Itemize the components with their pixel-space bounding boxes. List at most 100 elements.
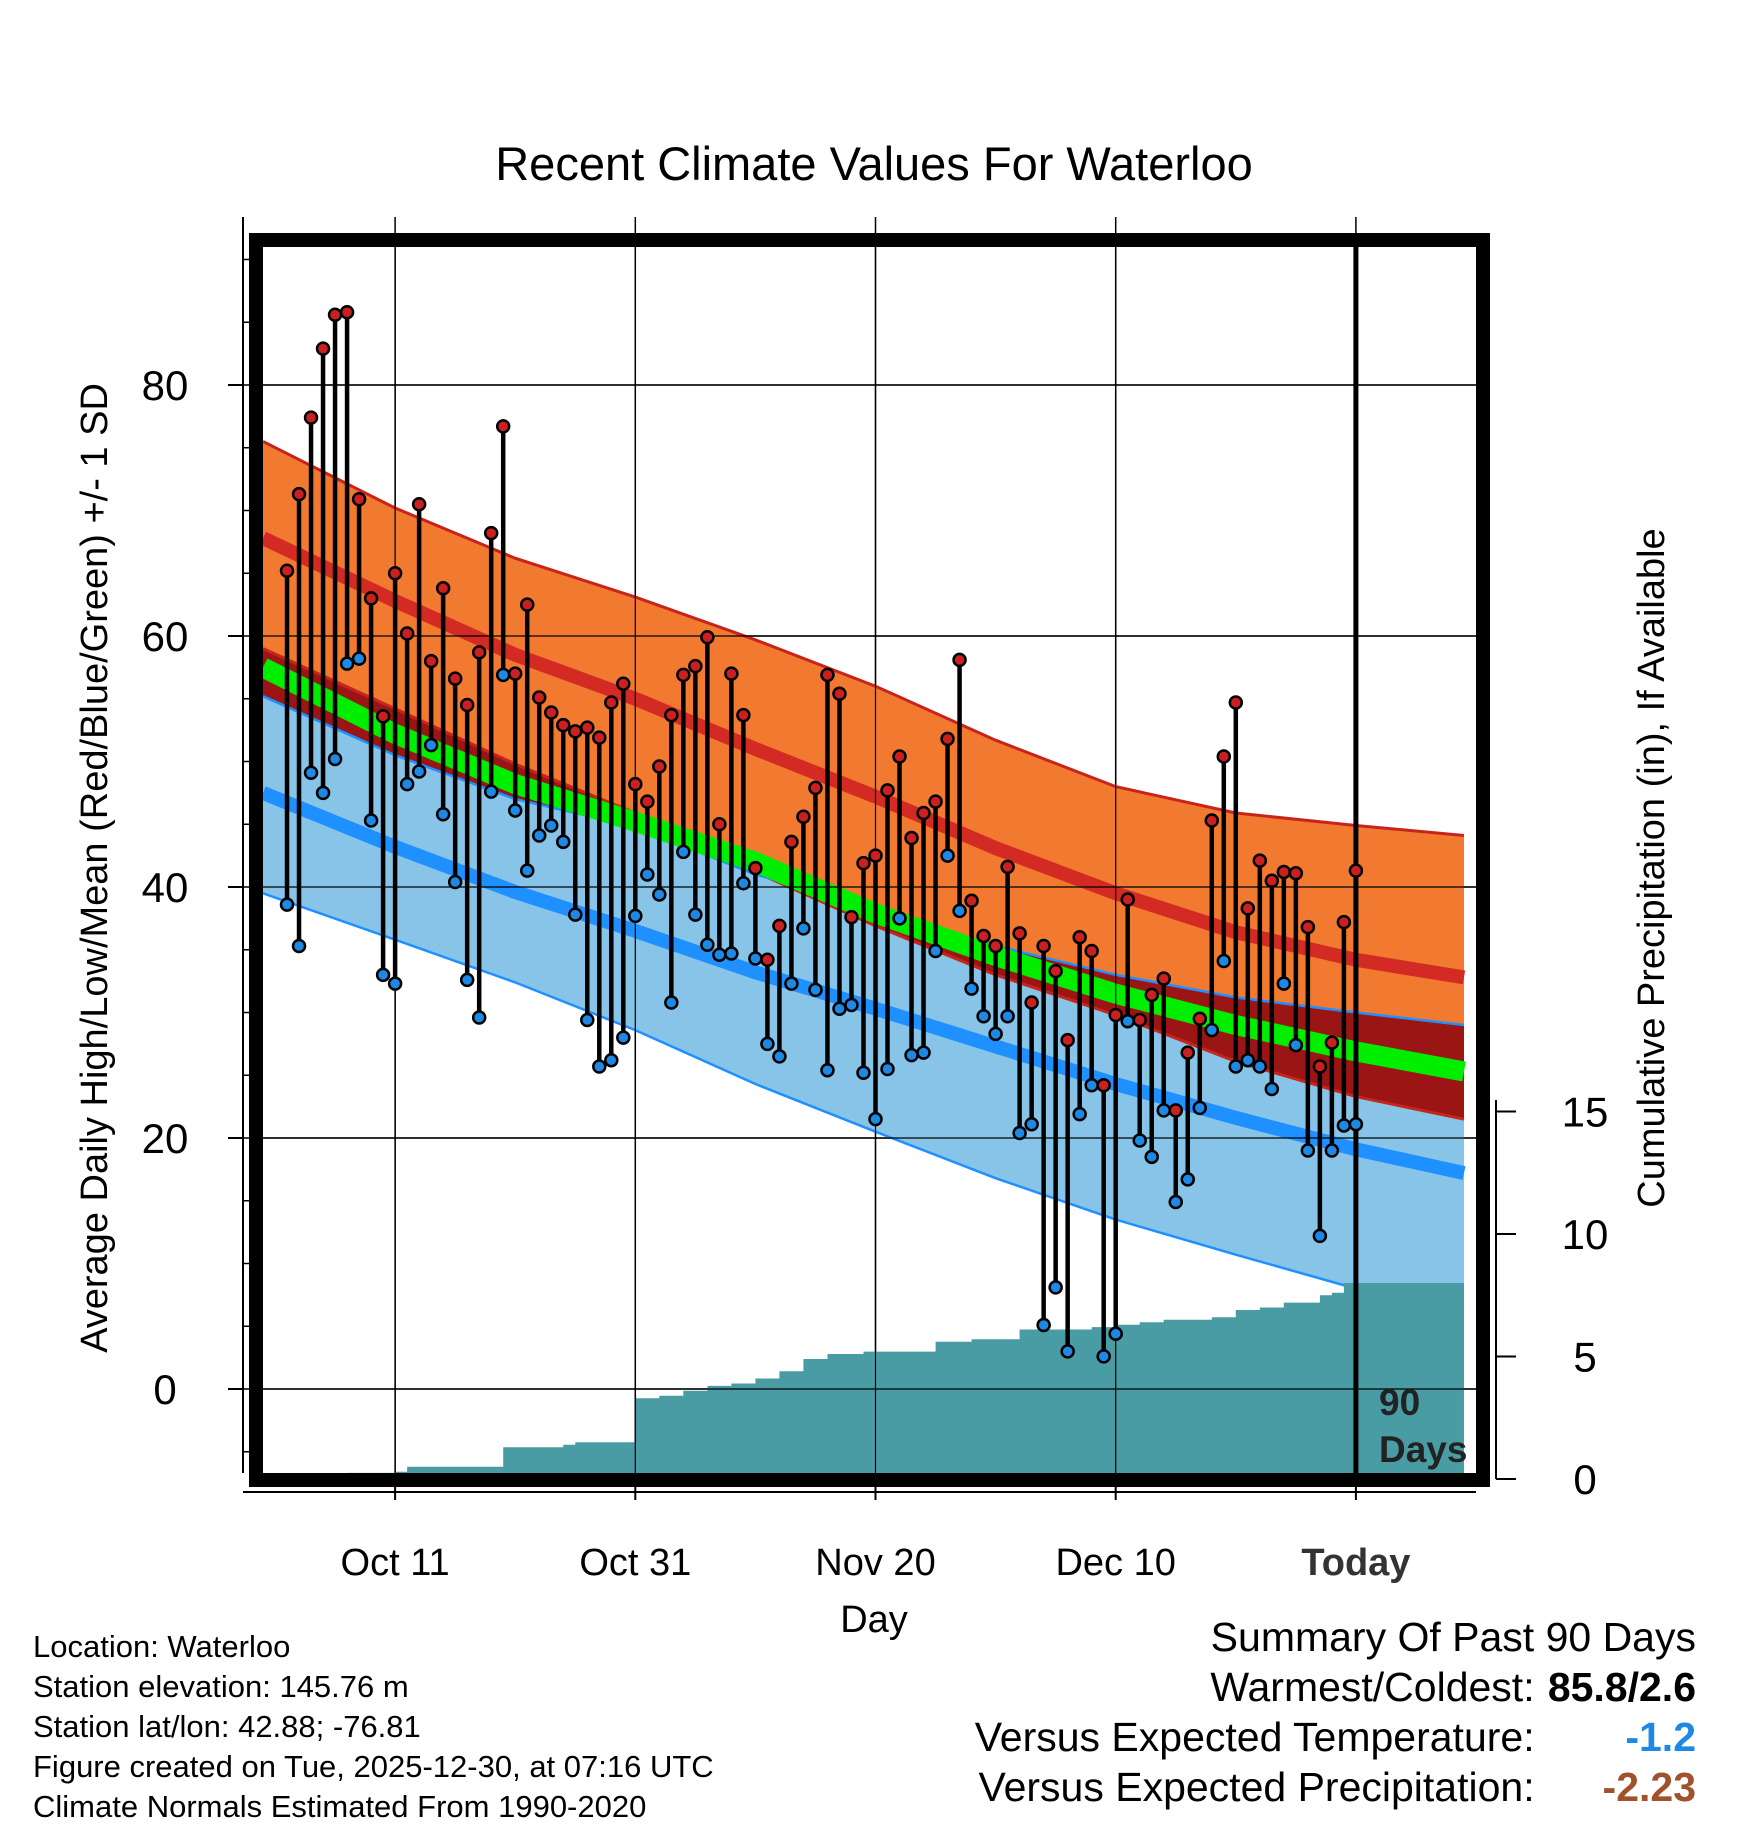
low-temp-point <box>1120 1014 1135 1029</box>
high-temp-point <box>1192 1011 1208 1027</box>
high-temp-point <box>736 707 751 723</box>
low-temp-point <box>616 1030 631 1045</box>
low-temp-point <box>543 818 559 833</box>
high-temp-point <box>447 671 463 686</box>
precip-area <box>347 1283 1464 1473</box>
high-temp-point <box>495 419 511 434</box>
low-temp-point <box>459 972 475 988</box>
latlon-text: Station lat/lon: 42.88; -76.81 <box>33 1709 421 1744</box>
high-temp-point <box>964 893 979 909</box>
high-temp-point <box>291 486 307 502</box>
x-tick-label: Oct 31 <box>579 1542 691 1584</box>
low-temp-point <box>724 946 739 961</box>
high-temp-point <box>940 731 955 747</box>
low-temp-point <box>447 874 463 890</box>
high-temp-point <box>1264 873 1280 888</box>
high-temp-point <box>688 658 703 674</box>
high-temp-point <box>868 848 883 863</box>
high-temp-point <box>1144 987 1159 1003</box>
high-temp-point <box>568 724 583 739</box>
high-temp-point <box>363 591 379 606</box>
low-temp-point <box>1348 1116 1364 1132</box>
high-temp-point <box>375 709 391 724</box>
low-temp-point <box>1012 1125 1027 1141</box>
low-temp-point <box>1144 1149 1159 1165</box>
low-temp-point <box>555 834 571 850</box>
low-temp-point <box>1288 1037 1304 1053</box>
axes: 0 20 40 60 80 Oct 11 Oct 31 Nov 20 Dec 10 Today 0 5… <box>142 217 1609 1584</box>
low-temp-point <box>1036 1317 1051 1333</box>
high-temp-point <box>399 626 415 641</box>
high-temp-point <box>748 860 763 876</box>
y2-axis-label: Cumulative Precipitation (in), If Availa… <box>1631 528 1673 1207</box>
low-temp-point <box>291 938 307 954</box>
high-temp-point <box>435 581 451 596</box>
high-temp-point <box>315 341 331 356</box>
high-temp-point <box>1156 971 1171 986</box>
high-temp-point <box>1132 1012 1147 1028</box>
low-temp-point <box>1204 1022 1220 1038</box>
low-temp-point <box>279 897 295 912</box>
high-temp-point <box>844 909 859 925</box>
high-temp-point <box>411 496 427 512</box>
high-temp-point <box>664 707 679 723</box>
high-temp-point <box>580 720 595 735</box>
low-temp-point <box>928 943 943 959</box>
high-sd-band <box>263 441 1464 1120</box>
high-temp-point <box>459 697 475 713</box>
high-temp-point <box>976 928 991 944</box>
temp-departure-value: -1.2 <box>1625 1714 1696 1760</box>
low-temp-point <box>519 863 535 878</box>
high-temp-point <box>880 783 895 798</box>
high-temp-point <box>1012 926 1027 941</box>
temp-departure-label: Versus Expected Temperature: <box>974 1714 1535 1760</box>
high-temp-point <box>1204 813 1220 828</box>
low-temp-point <box>640 867 655 882</box>
high-temp-point <box>1036 938 1051 954</box>
low-temp-point <box>1336 1118 1352 1133</box>
low-temp-point <box>1228 1059 1244 1074</box>
high-temp-point <box>1276 864 1292 880</box>
low-temp-point <box>1216 953 1232 969</box>
summary-panel: Summary Of Past 90 Days Warmest/Coldest:… <box>975 1612 1696 1812</box>
low-temp-point <box>351 651 367 666</box>
low-temp-point <box>868 1111 883 1127</box>
low-temp-point <box>1084 1078 1099 1093</box>
low-temp-point <box>1312 1228 1328 1244</box>
low-temp-point <box>568 907 583 922</box>
high-temp-point <box>339 304 355 320</box>
low-temp-point <box>664 995 679 1010</box>
high-temp-point <box>784 834 799 850</box>
high-temp-point <box>1180 1045 1196 1060</box>
low-temp-point <box>1024 1116 1039 1132</box>
low-temp-point <box>1180 1172 1196 1187</box>
high-temp-point <box>604 695 619 710</box>
low-temp-point <box>1096 1349 1111 1364</box>
low-temp-point <box>1240 1052 1256 1068</box>
precip-departure-label: Versus Expected Precipitation: <box>978 1764 1535 1810</box>
low-temp-point <box>1108 1326 1123 1342</box>
low-temp-point <box>1048 1280 1063 1295</box>
high-temp-point <box>592 730 607 745</box>
high-temp-point <box>1312 1059 1328 1074</box>
plot-frame <box>249 233 1490 1487</box>
precip-departure-value: -2.23 <box>1602 1764 1696 1810</box>
high-temp-point <box>471 645 487 660</box>
high-temp-point <box>1024 995 1039 1010</box>
y2-tick-label: 15 <box>1562 1089 1609 1136</box>
high-temp-point <box>772 918 787 934</box>
high-temp-point <box>543 705 559 720</box>
warmest-coldest-label: Warmest/Coldest: <box>1210 1664 1535 1710</box>
low-temp-point <box>327 751 343 767</box>
low-temp-point <box>772 1049 787 1064</box>
high-temp-point <box>628 776 643 792</box>
high-temp-point <box>555 717 571 733</box>
high-temp-point <box>988 938 1003 954</box>
x-axis-label: Day <box>840 1599 908 1641</box>
precip-departure-row: Versus Expected Precipitation: -2.23 <box>975 1762 1697 1812</box>
y-axis-label: Average Daily High/Low/Mean (Red/Blue/Gr… <box>74 383 116 1353</box>
low-temp-point <box>880 1061 895 1077</box>
high-temp-point <box>928 794 943 809</box>
high-temp-point <box>652 759 667 774</box>
